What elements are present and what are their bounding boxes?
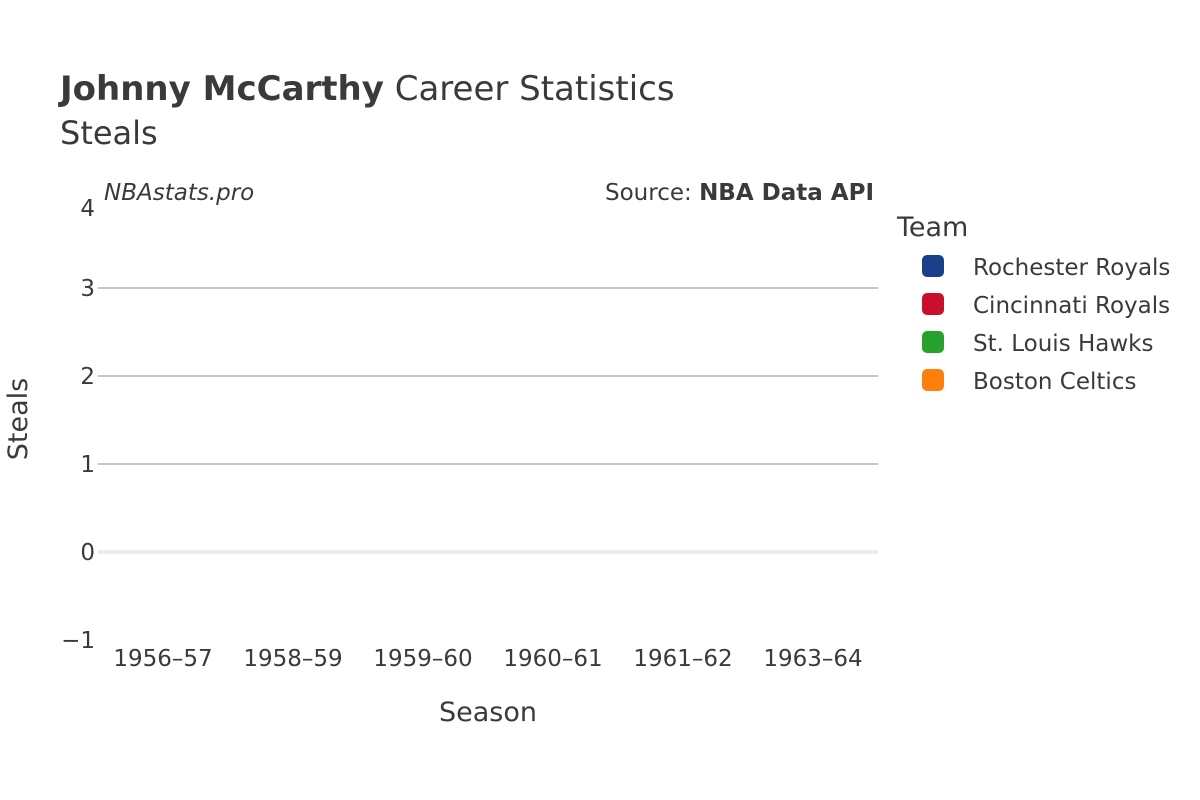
- chart-title: Johnny McCarthy Career Statistics: [58, 69, 675, 109]
- source-prefix: Source:: [605, 180, 699, 206]
- legend-swatch: [922, 331, 944, 353]
- y-axis-title: Steals: [3, 378, 34, 460]
- legend-label: Rochester Royals: [973, 255, 1170, 281]
- y-tick-labels: −1 0 1 2 3 4: [61, 196, 95, 654]
- legend-label: St. Louis Hawks: [973, 331, 1154, 357]
- x-tick-labels: 1956–57 1958–59 1959–60 1960–61 1961–62 1963–…: [113, 646, 862, 672]
- y-tick-label: 1: [80, 452, 95, 478]
- x-tick-label: 1963–64: [763, 646, 862, 672]
- x-tick-label: 1961–62: [633, 646, 732, 672]
- x-axis-title: Season: [439, 697, 537, 728]
- legend-title: Team: [896, 212, 968, 243]
- legend-swatch: [922, 255, 944, 277]
- x-tick-label: 1956–57: [113, 646, 212, 672]
- legend-label: Cincinnati Royals: [973, 293, 1170, 319]
- y-tick-label: 0: [80, 540, 95, 566]
- watermark: NBAstats.pro: [104, 180, 254, 206]
- y-tick-label: 3: [80, 276, 95, 302]
- x-tick-label: 1959–60: [373, 646, 472, 672]
- title-rest: Career Statistics: [384, 69, 675, 109]
- x-tick-label: 1958–59: [243, 646, 342, 672]
- x-tick-label: 1960–61: [503, 646, 602, 672]
- legend-label: Boston Celtics: [973, 369, 1136, 395]
- source-label: Source: NBA Data API: [605, 180, 874, 206]
- y-tick-label: −1: [61, 628, 95, 654]
- title-player-name: Johnny McCarthy: [58, 69, 384, 109]
- legend-swatch: [922, 369, 944, 391]
- chart-subtitle: Steals: [60, 114, 158, 152]
- legend-swatch: [922, 293, 944, 315]
- legend: Rochester Royals Cincinnati Royals St. Lou…: [922, 255, 1170, 395]
- y-tick-label: 2: [80, 364, 95, 390]
- source-name: NBA Data API: [699, 180, 874, 206]
- gridlines: [98, 287, 878, 554]
- y-tick-label: 4: [80, 196, 95, 222]
